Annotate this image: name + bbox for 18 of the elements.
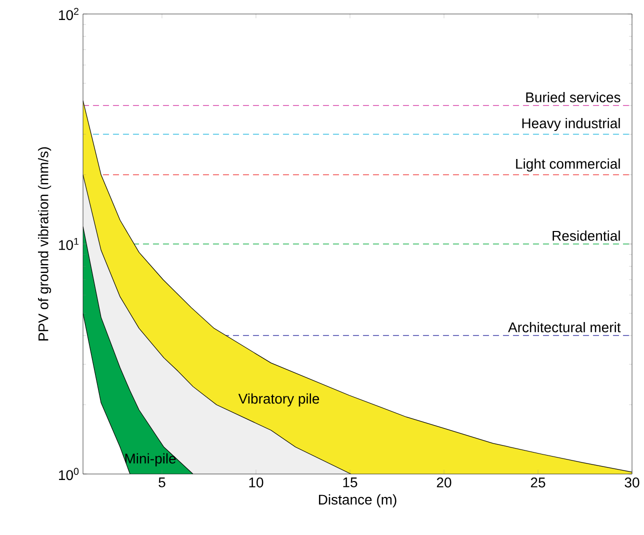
series-label: Mini-pile (125, 453, 176, 466)
x-axis-title: Distance (m) (318, 494, 396, 508)
y-axis-title: PPV of ground vibration (mm/s) (38, 147, 52, 340)
x-tick-label: 15 (343, 478, 358, 488)
y-tick-label: 10$^{1}$ (59, 238, 78, 250)
y-tick-label: 10$^{0}$ (59, 468, 79, 480)
ref-line-label: Light commercial (516, 158, 620, 172)
ref-line-label: Architectural merit (508, 322, 621, 332)
series-label: Vibratory pile (238, 393, 320, 406)
x-tick-label: 30 (624, 478, 640, 488)
x-tick-label: 20 (436, 478, 452, 488)
ref-line-label: Residential (552, 230, 620, 241)
x-tick-label: 5 (158, 478, 166, 488)
y-tick-label: 10$^{2}$ (59, 8, 78, 20)
x-tick-label: 10 (249, 478, 264, 488)
x-tick-label: 25 (530, 478, 546, 488)
ref-line-label: Buried services (526, 92, 620, 102)
ref-line-label: Heavy industrial (522, 118, 620, 132)
